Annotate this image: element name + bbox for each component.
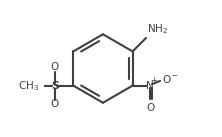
Text: O: O <box>146 103 155 113</box>
Text: O$^-$: O$^-$ <box>162 73 179 85</box>
Text: +: + <box>150 76 157 85</box>
Text: O: O <box>51 99 59 109</box>
Text: S: S <box>51 81 59 91</box>
Text: NH$_2$: NH$_2$ <box>147 22 168 36</box>
Text: CH$_3$: CH$_3$ <box>18 79 39 92</box>
Text: N: N <box>147 81 154 91</box>
Text: O: O <box>51 62 59 72</box>
